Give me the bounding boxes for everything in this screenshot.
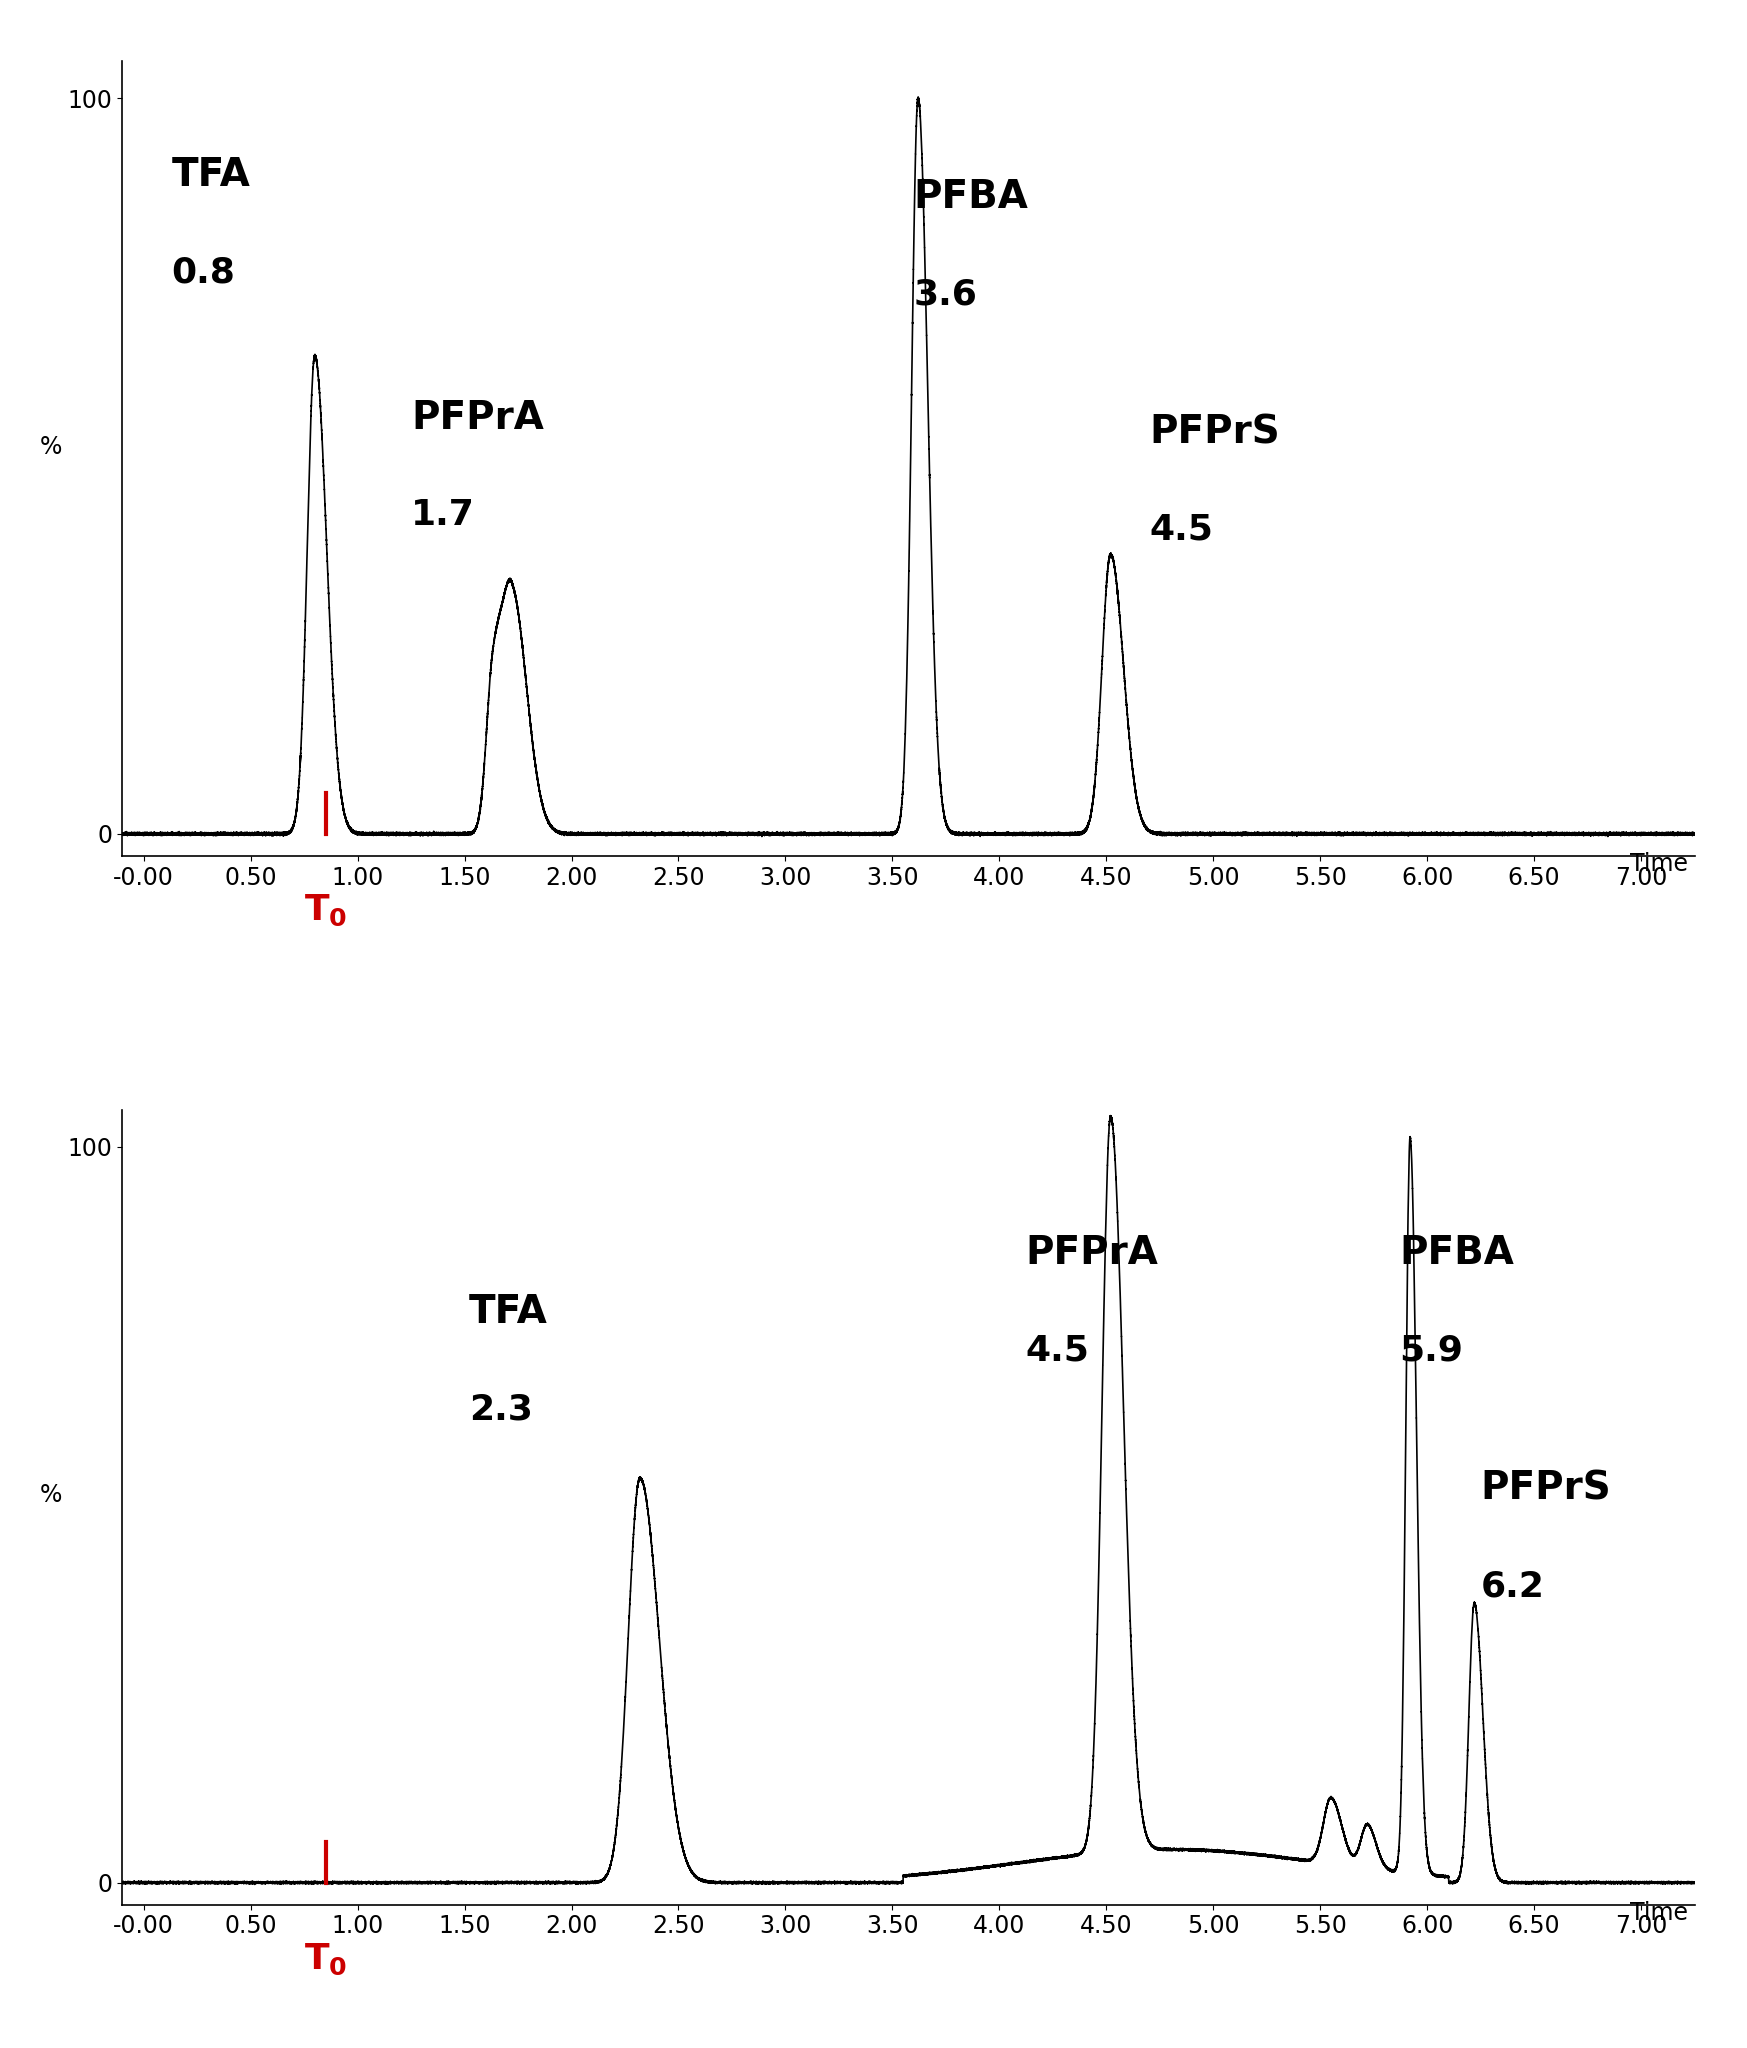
Text: 2.3: 2.3: [468, 1393, 533, 1427]
Text: $\mathbf{T_0}$: $\mathbf{T_0}$: [304, 893, 348, 928]
Text: PFBA: PFBA: [1399, 1235, 1515, 1272]
Text: PFPrS: PFPrS: [1481, 1468, 1611, 1507]
Text: PFPrS: PFPrS: [1150, 414, 1281, 451]
Text: TFA: TFA: [171, 156, 250, 195]
Y-axis label: %: %: [40, 1483, 63, 1507]
Text: Time: Time: [1630, 1901, 1688, 1925]
Text: Time: Time: [1630, 852, 1688, 877]
Text: 6.2: 6.2: [1481, 1569, 1544, 1604]
Text: TFA: TFA: [468, 1292, 549, 1331]
Text: 3.6: 3.6: [914, 279, 978, 311]
Text: 4.5: 4.5: [1150, 512, 1212, 547]
Text: 5.9: 5.9: [1399, 1333, 1464, 1368]
Text: PFPrA: PFPrA: [1025, 1235, 1158, 1272]
Text: PFBA: PFBA: [914, 178, 1029, 215]
Text: 4.5: 4.5: [1025, 1333, 1088, 1368]
Text: 1.7: 1.7: [411, 498, 475, 532]
Text: $\mathbf{T_0}$: $\mathbf{T_0}$: [304, 1942, 348, 1976]
Text: PFPrA: PFPrA: [411, 399, 543, 436]
Y-axis label: %: %: [40, 434, 63, 459]
Text: 0.8: 0.8: [171, 256, 236, 289]
